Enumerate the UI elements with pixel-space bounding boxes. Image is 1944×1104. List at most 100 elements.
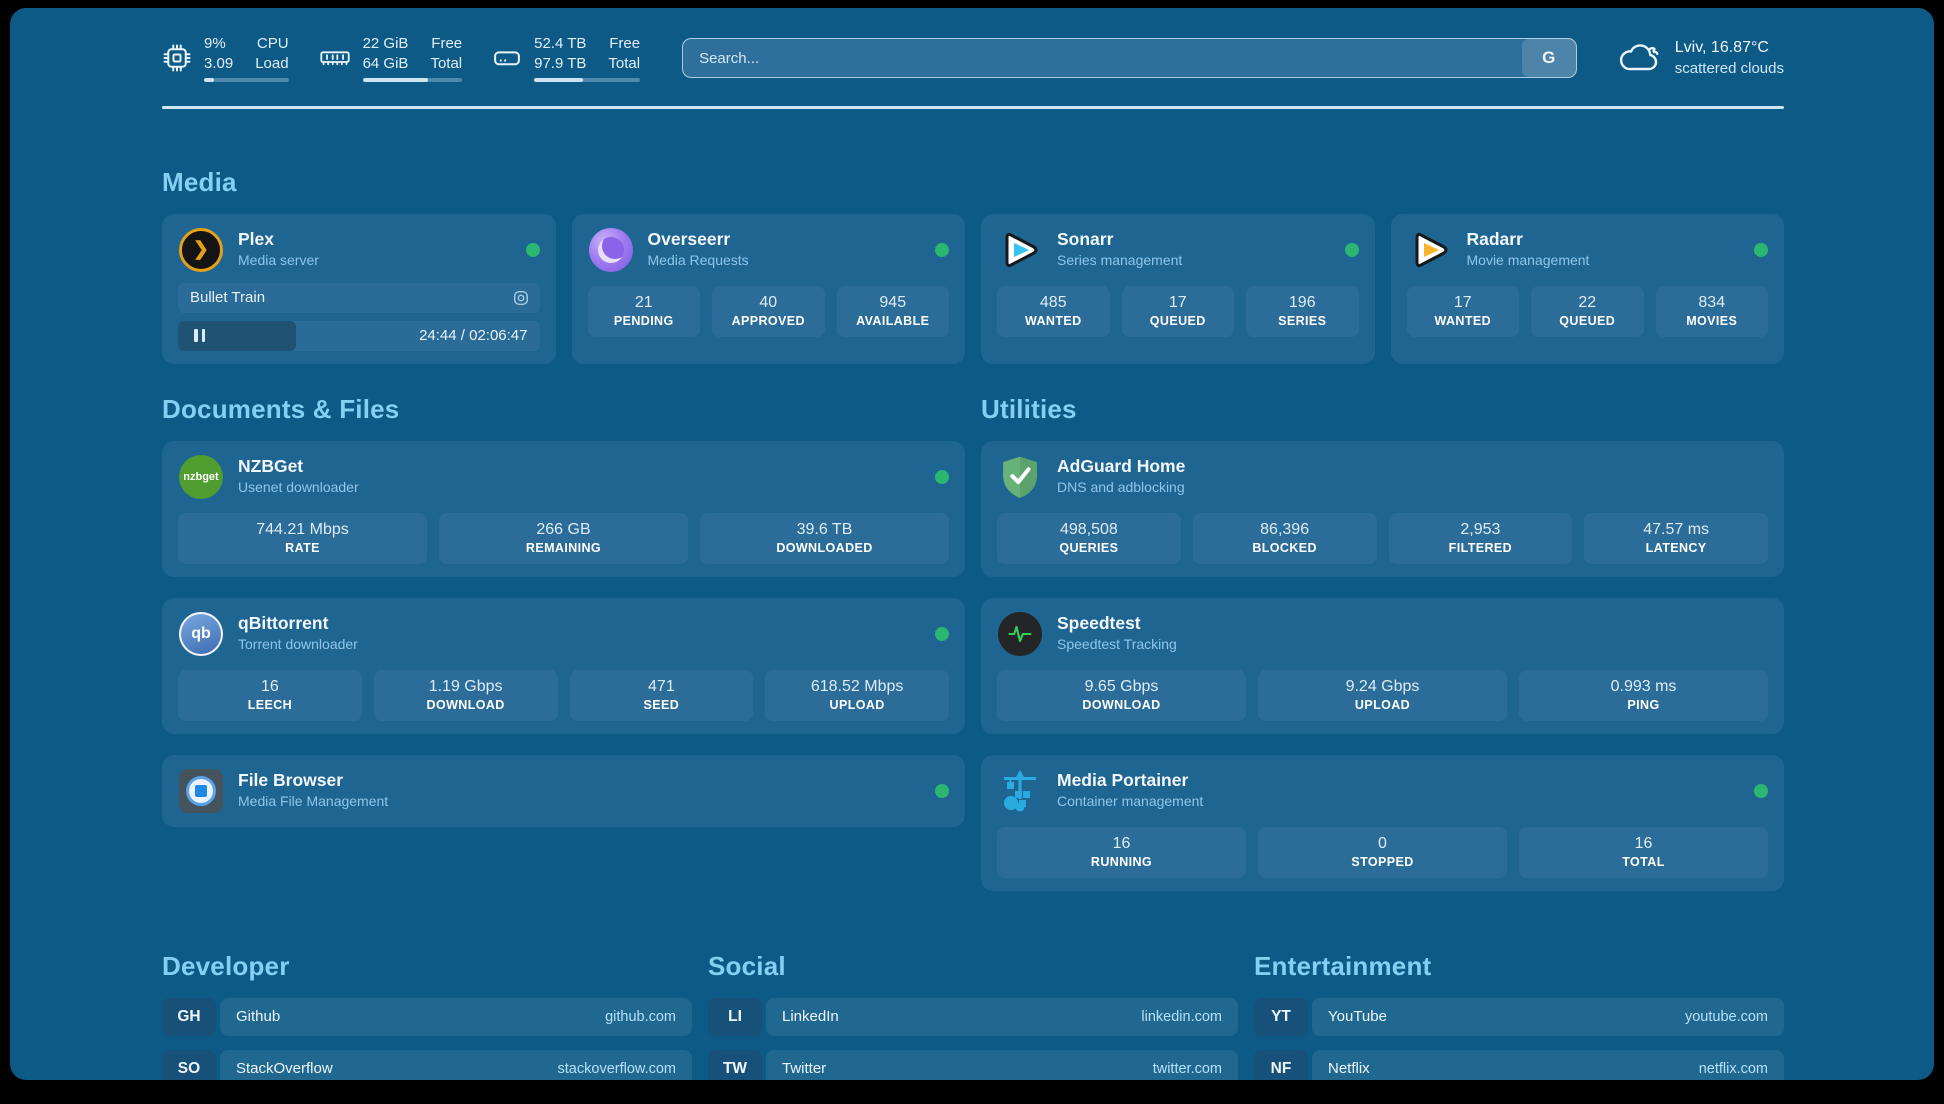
pause-button[interactable]: [178, 320, 296, 351]
stat-box: 21 PENDING: [587, 285, 700, 337]
link-linkedin[interactable]: LI LinkedIn linkedin.com: [708, 997, 1238, 1036]
app-title: Plex: [238, 229, 274, 250]
app-subtitle: Usenet downloader: [238, 479, 359, 496]
stat-box: 1.19 Gbps DOWNLOAD: [373, 669, 558, 721]
card-speedtest[interactable]: Speedtest Speedtest Tracking 9.65 Gbps D…: [981, 597, 1784, 734]
status-dot: [1344, 242, 1359, 257]
playback-progress-row: 24:44 / 02:06:47: [178, 320, 540, 351]
app-subtitle: Container management: [1057, 793, 1204, 810]
status-dot: [935, 242, 949, 257]
system-stats: 9% 3.09 CPU Load: [162, 34, 641, 82]
app-title: Radarr: [1466, 229, 1523, 250]
app-title: File Browser: [238, 770, 344, 791]
stat-value: 498,508: [1059, 520, 1118, 538]
stat-label: PING: [1627, 697, 1660, 712]
stat-label: TOTAL: [1622, 854, 1665, 869]
link-url: linkedin.com: [1141, 1008, 1222, 1025]
stat-box: 16 RUNNING: [997, 826, 1246, 878]
stat-box: 47.57 ms LATENCY: [1584, 512, 1768, 564]
pause-icon: [194, 329, 205, 342]
radarr-icon: [1407, 227, 1453, 273]
stat-box: 17 WANTED: [1406, 285, 1519, 337]
stat-box: 945 AVAILABLE: [836, 285, 949, 337]
stat-box: 2,953 FILTERED: [1388, 512, 1573, 564]
disk-stat: 52.4 TB 97.9 TB Free Total: [492, 34, 641, 82]
card-overseerr[interactable]: Overseerr Media Requests 21 PENDING 40 A…: [571, 213, 965, 364]
stat-value: 9.24 Gbps: [1345, 677, 1420, 695]
cpu-progress-track: [204, 78, 289, 82]
topbar-divider: [162, 106, 1784, 109]
link-github[interactable]: GH Github github.com: [162, 997, 692, 1036]
cpu-load-value: 3.09: [204, 54, 234, 72]
media-card-grid: ❯ Plex Media server Bullet Train: [162, 213, 1784, 364]
stat-box: 744.21 Mbps RATE: [178, 512, 427, 564]
stat-box: 471 SEED: [569, 669, 754, 721]
stat-label: QUERIES: [1059, 540, 1119, 555]
link-abbr-badge: SO: [162, 1049, 216, 1080]
stat-label: PENDING: [613, 313, 674, 328]
card-radarr[interactable]: Radarr Movie management 17 WANTED 22 QUE…: [1390, 213, 1784, 364]
app-title: Speedtest: [1057, 613, 1141, 634]
link-youtube[interactable]: YT YouTube youtube.com: [1254, 997, 1784, 1036]
card-portainer[interactable]: Media Portainer Container management 16 …: [981, 754, 1784, 891]
stat-box: 39.6 TB DOWNLOADED: [700, 512, 949, 564]
disk-progress-track: [534, 78, 641, 82]
card-nzbget[interactable]: nzbget NZBGet Usenet downloader 744.21 M…: [162, 440, 965, 577]
memory-free-value: 22 GiB: [362, 35, 409, 52]
stat-box: 498,508 QUERIES: [997, 512, 1181, 564]
app-subtitle: Torrent downloader: [238, 636, 358, 653]
plex-icon: ❯: [178, 227, 224, 273]
session-settings-icon[interactable]: [512, 289, 530, 307]
link-url: github.com: [605, 1008, 676, 1025]
section-heading-social: Social: [708, 950, 786, 981]
link-url: stackoverflow.com: [557, 1060, 676, 1077]
cpu-stat: 9% 3.09 CPU Load: [162, 34, 289, 82]
card-plex[interactable]: ❯ Plex Media server Bullet Train: [162, 213, 556, 364]
section-heading-utilities: Utilities: [981, 393, 1077, 424]
stat-label: APPROVED: [731, 313, 805, 328]
stat-label: FILTERED: [1448, 540, 1513, 555]
disk-progress-fill: [534, 78, 583, 82]
stat-label: WANTED: [1434, 313, 1492, 328]
card-filebrowser[interactable]: File Browser Media File Management: [162, 754, 965, 827]
memory-total-value: 64 GiB: [362, 54, 409, 72]
stat-value: 16: [1112, 834, 1131, 852]
link-name: Netflix: [1328, 1060, 1370, 1077]
stat-label: SERIES: [1278, 313, 1327, 328]
link-stackoverflow[interactable]: SO StackOverflow stackoverflow.com: [162, 1049, 692, 1080]
stat-label: SEED: [643, 697, 680, 712]
link-abbr-badge: TW: [708, 1049, 762, 1080]
dashboard: 9% 3.09 CPU Load: [10, 8, 1934, 1080]
app-subtitle: Movie management: [1466, 252, 1590, 269]
stat-box: 16 TOTAL: [1519, 826, 1768, 878]
stat-box: 485 WANTED: [997, 285, 1110, 337]
developer-links: GH Github github.com SO StackOverflow st…: [162, 997, 692, 1080]
link-twitter[interactable]: TW Twitter twitter.com: [708, 1049, 1238, 1080]
search-input[interactable]: [683, 39, 1522, 77]
card-sonarr[interactable]: Sonarr Series management 485 WANTED 17 Q…: [981, 213, 1375, 364]
card-adguard[interactable]: AdGuard Home DNS and adblocking 498,508 …: [981, 440, 1784, 577]
link-url: youtube.com: [1684, 1008, 1768, 1025]
stat-label: AVAILABLE: [856, 313, 930, 328]
now-playing-title: Bullet Train: [190, 289, 266, 306]
link-name: YouTube: [1328, 1008, 1387, 1025]
stat-box: 0.993 ms PING: [1519, 669, 1768, 721]
link-netflix[interactable]: NF Netflix netflix.com: [1254, 1049, 1784, 1080]
sonarr-icon: [997, 227, 1043, 273]
section-heading-media: Media: [162, 166, 237, 197]
search-engine-button[interactable]: G: [1521, 39, 1576, 77]
app-subtitle: DNS and adblocking: [1057, 479, 1185, 496]
disk-icon: [492, 43, 522, 73]
adguard-icon: [997, 454, 1043, 500]
stat-box: 16 LEECH: [178, 669, 362, 721]
card-qbittorrent[interactable]: qb qBittorrent Torrent downloader 16 LEE…: [162, 597, 965, 734]
entertainment-links: YT YouTube youtube.com NF Netflix netfli…: [1254, 997, 1784, 1080]
app-subtitle: Media File Management: [238, 793, 389, 810]
stat-value: 40: [759, 293, 778, 311]
memory-total-label: Total: [430, 54, 463, 72]
link-abbr-badge: LI: [708, 997, 762, 1036]
status-dot: [935, 626, 949, 641]
speedtest-icon: [997, 611, 1043, 657]
cpu-label: CPU: [256, 35, 289, 52]
app-title: NZBGet: [238, 456, 304, 477]
